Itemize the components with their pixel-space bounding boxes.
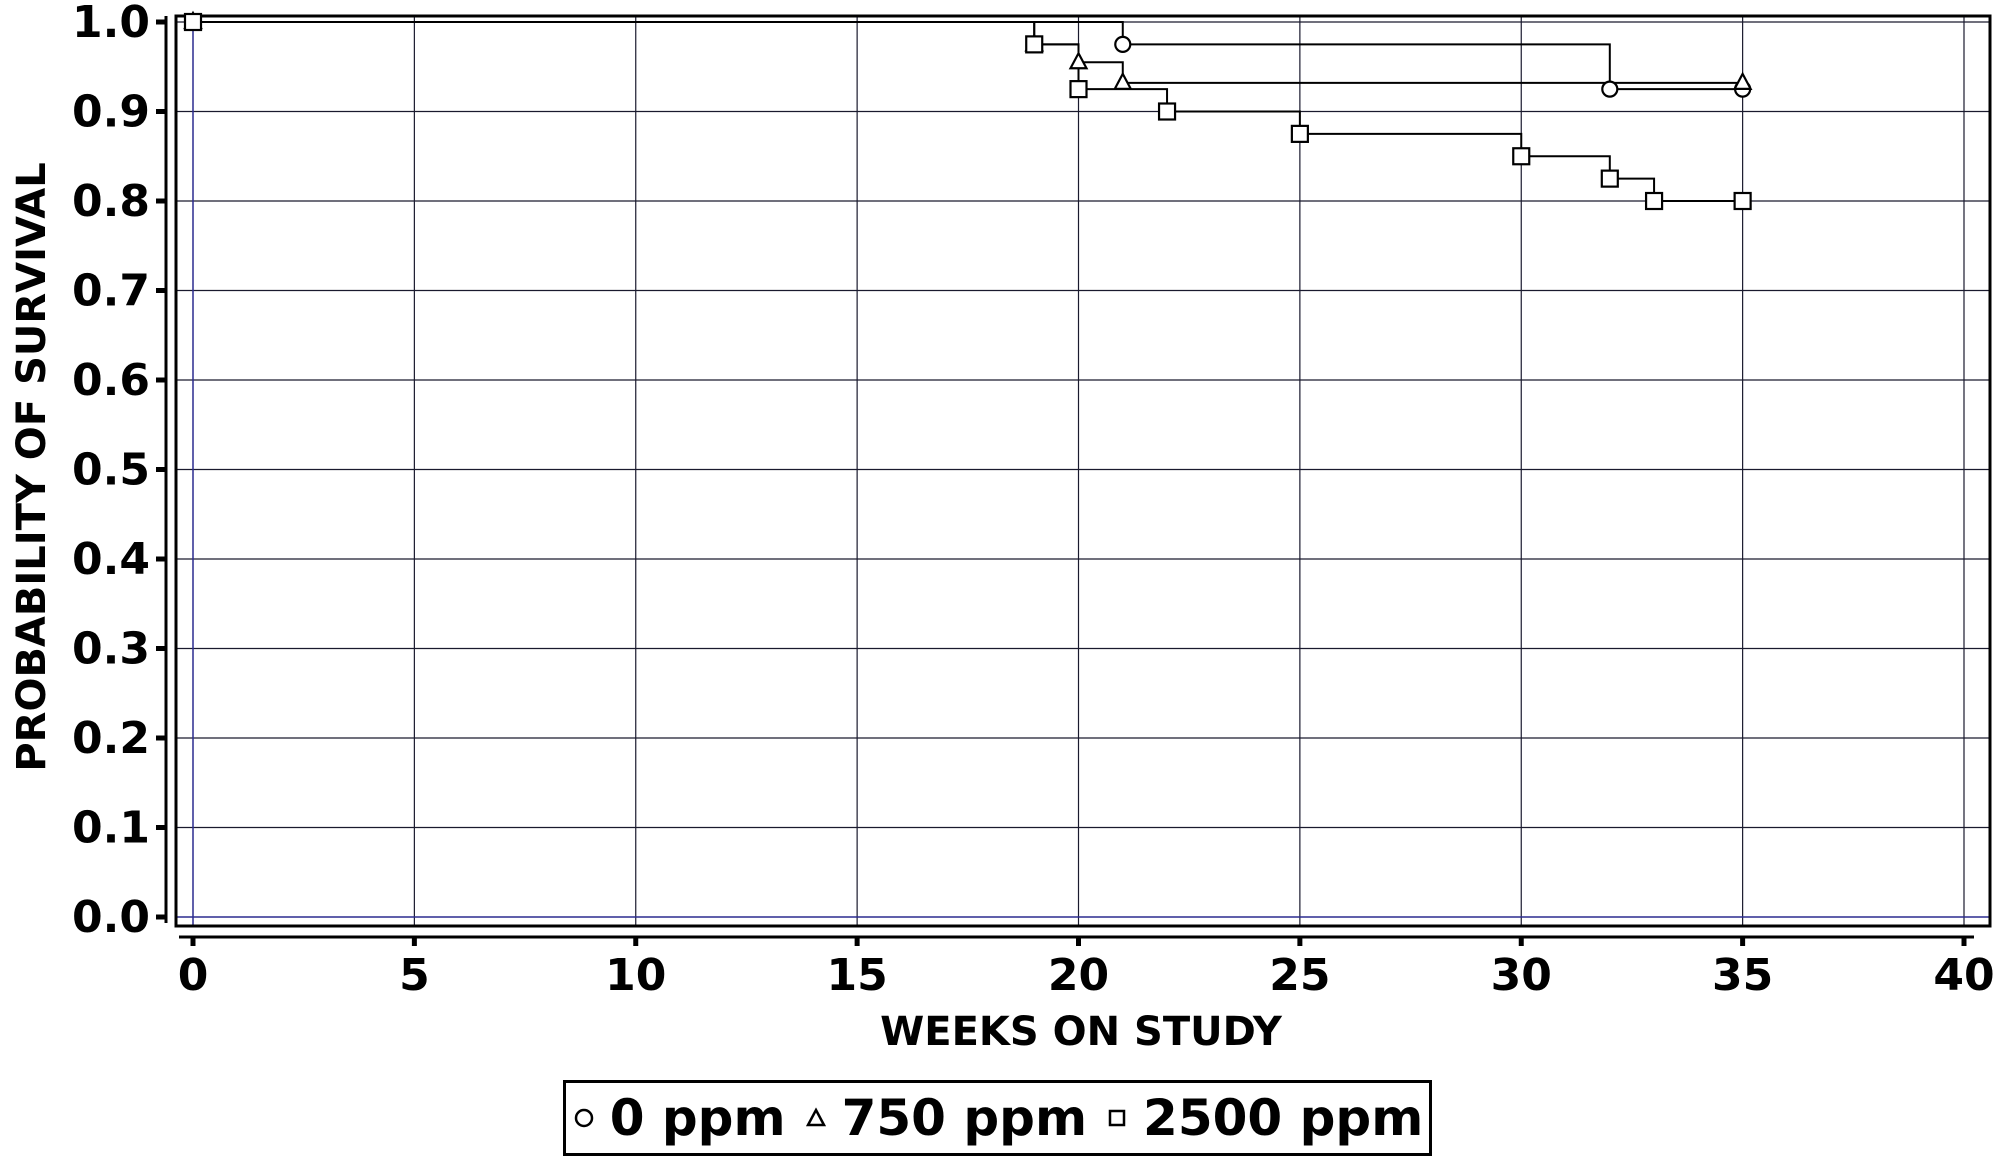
x-tick-label: 0 (178, 950, 209, 1001)
square-marker (1290, 124, 1309, 143)
y-tick-label: 0.2 (72, 713, 150, 764)
series-markers (183, 10, 1753, 211)
y-tick-label: 0.6 (72, 355, 150, 406)
x-tick-label: 5 (399, 950, 430, 1001)
legend-item-0ppm: 0 ppm (572, 1089, 786, 1147)
y-tick-label: 0.9 (72, 87, 150, 138)
legend-item-2500ppm: 2500 ppm (1105, 1089, 1423, 1147)
x-tick-label: 30 (1491, 950, 1552, 1001)
triangle-marker-icon (805, 1107, 826, 1127)
series-group (183, 10, 1753, 211)
x-tick-label: 25 (1269, 950, 1330, 1001)
y-tick-label: 0.4 (72, 534, 150, 585)
y-tick-label: 0.1 (72, 803, 150, 854)
square-marker (183, 12, 203, 32)
x-tick-label: 20 (1048, 950, 1109, 1001)
series-line-2 (193, 21, 1743, 202)
legend: 0 ppm 750 ppm 2500 ppm (563, 1080, 1432, 1156)
circle-marker (1114, 35, 1132, 53)
square-marker-icon (1108, 1109, 1126, 1127)
legend-label-0ppm: 0 ppm (609, 1089, 786, 1147)
y-tick-label: 1.0 (72, 0, 150, 48)
y-tick-label: 0.5 (72, 445, 150, 496)
series-line-0 (193, 21, 1743, 91)
square-marker (1025, 35, 1044, 54)
triangle-marker (1732, 71, 1753, 90)
y-tick-label: 0.8 (72, 176, 150, 227)
axes: 0 5 10 15 20 25 30 35 40 0.0 0.1 0.2 0.3 0.4 0.5 0.6 0.7… (72, 0, 1995, 1001)
circle-marker-icon (574, 1108, 593, 1128)
y-tick-label: 0.0 (72, 892, 150, 943)
plot-frame (174, 14, 1992, 928)
square-marker (1644, 191, 1664, 211)
y-axis-label: PROBABILITY OF SURVIVAL (9, 162, 55, 771)
x-axis-label: WEEKS ON STUDY (880, 1009, 1283, 1055)
grid-lines (176, 16, 1990, 926)
square-marker (1600, 169, 1619, 188)
triangle-marker (1068, 50, 1089, 70)
square-marker (1069, 80, 1088, 99)
x-tick-label: 10 (605, 950, 666, 1001)
legend-label-2500ppm: 2500 ppm (1143, 1089, 1424, 1147)
triangle-marker (1112, 71, 1133, 90)
y-tick-label: 0.7 (72, 266, 150, 317)
square-marker (1157, 102, 1177, 121)
y-tick-label: 0.3 (72, 624, 150, 675)
legend-item-750ppm: 750 ppm (804, 1089, 1087, 1147)
square-marker (1733, 191, 1752, 211)
legend-label-750ppm: 750 ppm (841, 1089, 1088, 1147)
x-tick-label: 35 (1712, 950, 1773, 1001)
x-tick-label: 15 (827, 950, 888, 1001)
series-line-1 (193, 21, 1743, 84)
x-tick-label: 40 (1933, 950, 1994, 1001)
square-marker (1512, 147, 1531, 166)
circle-marker (1601, 80, 1619, 98)
